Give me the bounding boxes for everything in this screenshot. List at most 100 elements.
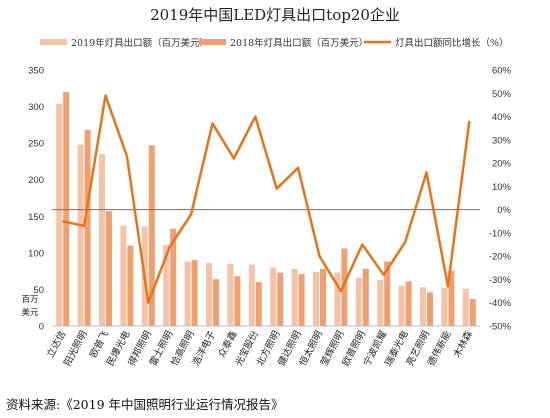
bar-2019 [184, 261, 191, 326]
y-right-tick-label: 30% [492, 135, 512, 146]
y-left-tick-label: 150 [28, 212, 44, 223]
growth-line [61, 94, 471, 304]
bar-2018 [384, 261, 391, 326]
growth-point [61, 220, 64, 223]
growth-point [425, 171, 428, 174]
bar-2019 [163, 244, 170, 326]
bar-2018 [106, 211, 112, 326]
bar-2018 [362, 268, 369, 326]
bar-2019 [462, 288, 469, 326]
legend-label-2018: 2018年灯具出口额（百万美元） [230, 37, 368, 49]
category-label: 木林森 [451, 328, 475, 359]
y-right-tick-label: -40% [489, 298, 512, 309]
bar-2019 [291, 268, 298, 326]
y-axis-right: -50% -40% -30% -20% -10% 0% 10% 20% 30% 40% 50% 60% [489, 66, 512, 333]
y-right-tick-label: 0% [497, 205, 511, 216]
growth-point [297, 166, 299, 169]
growth-point [340, 290, 342, 292]
y-left-tick-label: 0 [39, 322, 44, 333]
growth-point [404, 241, 406, 244]
growth-point [382, 274, 385, 276]
y-right-tick-label: 20% [492, 159, 512, 170]
y-left-tick-label: 50 [33, 285, 44, 296]
legend-swatch-2018 [199, 39, 226, 45]
growth-point [168, 246, 171, 248]
bar-2019 [398, 285, 405, 326]
category-label: 立达信 [44, 329, 68, 360]
legend-label-growth: 灯具出口额同比增长（%） [395, 37, 509, 49]
y-left-tick-label: 200 [28, 175, 44, 186]
legend-label-2019: 2019年灯具出口额（百万美元） [71, 37, 209, 49]
growth-point [275, 187, 278, 190]
bar-2018 [469, 298, 476, 326]
bar-2019 [377, 279, 384, 326]
y-axis-left: 0 50 100 150 200 250 300 350 [28, 66, 44, 333]
y-left-tick-label: 250 [28, 139, 44, 150]
growth-point [468, 120, 471, 122]
growth-point [126, 155, 128, 157]
y-left-tick-label: 300 [28, 102, 44, 113]
bar-2018 [148, 145, 155, 326]
bars [56, 91, 476, 326]
category-label: 欧普飞 [87, 328, 111, 359]
y-right-tick-label: 40% [492, 112, 512, 123]
bar-2019 [270, 267, 277, 326]
bar-2018 [341, 248, 348, 326]
y-right-tick-label: -10% [489, 228, 512, 239]
bar-2018 [127, 245, 134, 326]
growth-point [361, 243, 364, 246]
growth-point [104, 94, 107, 97]
growth-point [83, 225, 85, 227]
bar-2019 [99, 154, 105, 326]
y-right-tick-label: 50% [492, 89, 512, 100]
legend-swatch-2019 [40, 39, 67, 45]
y-right-tick-label: 60% [492, 66, 512, 77]
growth-point [211, 122, 214, 125]
bar-2019 [313, 271, 319, 326]
bar-2019 [77, 144, 84, 326]
bar-2018 [191, 260, 198, 326]
y-left-tick-label: 350 [28, 66, 44, 77]
bar-2019 [355, 277, 362, 326]
bar-2019 [56, 103, 63, 326]
y-unit-line-2: 美元 [21, 307, 39, 318]
chart-title: 2019年中国LED灯具出口top20企业 [150, 6, 400, 24]
bar-2019 [441, 287, 448, 326]
y-left-tick-label: 100 [28, 248, 44, 259]
y-right-tick-label: -50% [489, 322, 512, 333]
bar-2018 [298, 274, 305, 326]
bar-2019 [248, 264, 255, 326]
bar-2018 [84, 129, 91, 326]
growth-point [254, 115, 257, 118]
bar-2018 [255, 282, 262, 326]
bar-2018 [277, 272, 284, 326]
bar-2018 [213, 279, 219, 326]
bar-2018 [170, 228, 177, 326]
growth-point [147, 301, 150, 304]
bar-2019 [206, 263, 212, 326]
growth-point [318, 255, 321, 257]
growth-point [190, 213, 192, 216]
growth-line-path [62, 94, 471, 304]
bar-2019 [334, 272, 341, 326]
growth-point [233, 157, 235, 160]
bar-2018 [63, 91, 70, 326]
category-labels: 立达信阳光照明欧普飞民爆光电得邦照明雷士照明恰高照明浩洋电子众泰鑫光宝股份北方照… [44, 328, 475, 368]
bar-2018 [405, 281, 412, 326]
y-unit-line-1: 百万 [21, 295, 38, 305]
bar-2018 [234, 276, 241, 326]
bar-2019 [420, 287, 426, 326]
bar-2019 [120, 225, 127, 326]
growth-point [447, 285, 449, 288]
source-note: 资料来源:《2019 年中国照明行业运行情况报告》 [6, 397, 284, 412]
bar-2018 [448, 270, 455, 326]
y-right-tick-label: 10% [492, 182, 512, 193]
y-right-tick-label: -20% [489, 252, 512, 263]
bar-2018 [427, 292, 433, 326]
legend: 2019年灯具出口额（百万美元） 2018年灯具出口额（百万美元） 灯具出口额同… [40, 37, 509, 49]
y-right-tick-label: -30% [489, 275, 512, 286]
category-label: 众泰鑫 [216, 328, 240, 359]
bar-2018 [320, 268, 326, 326]
bar-2019 [227, 263, 234, 326]
